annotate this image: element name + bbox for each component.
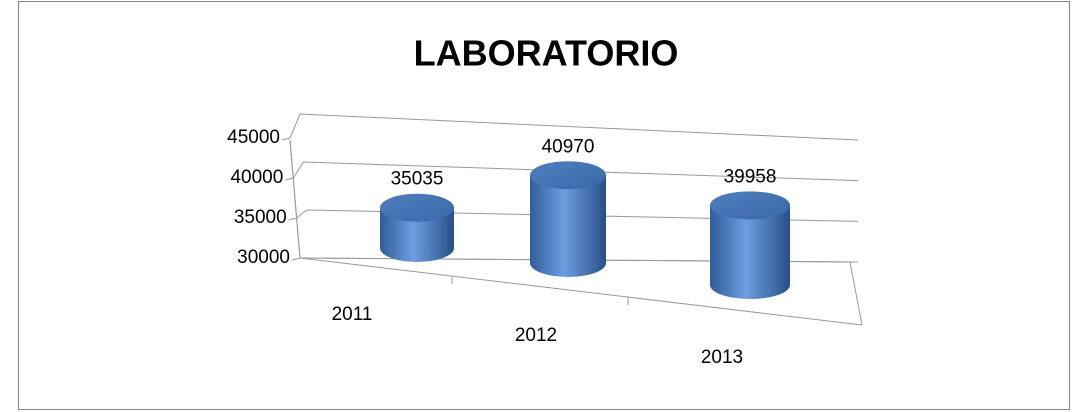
grid-line: [292, 161, 859, 182]
x-tick-label: 2012: [515, 325, 557, 346]
y-tick: [288, 217, 297, 221]
grid-line: [289, 113, 859, 141]
y-tick: [285, 177, 294, 181]
cylinder-body: [530, 175, 606, 277]
value-label: 40970: [542, 136, 595, 157]
grid-line: [296, 209, 859, 222]
y-tick-label: 40000: [230, 167, 283, 188]
chart-title: LABORATORIO: [414, 33, 679, 74]
value-label: 39958: [724, 166, 777, 187]
cylinder: [710, 191, 790, 299]
cylinder-top: [710, 191, 790, 220]
value-label: 35035: [391, 169, 444, 190]
y-tick-label: 30000: [237, 247, 290, 268]
y-tick-label: 45000: [227, 127, 280, 148]
y-tick: [291, 257, 301, 261]
cylinder: [380, 193, 454, 262]
y-tick-label: 35000: [234, 207, 287, 228]
cylinder-top: [530, 161, 606, 190]
x-tick-label: 2013: [701, 347, 743, 368]
y-tick: [281, 137, 291, 141]
grid-line: [300, 257, 859, 263]
cylinder-body: [710, 205, 790, 299]
y-axis: [289, 139, 301, 259]
cylinder: [530, 161, 606, 277]
cylinder-body: [380, 207, 454, 262]
cylinder-top: [380, 193, 454, 222]
x-tick-label: 2011: [332, 304, 373, 325]
